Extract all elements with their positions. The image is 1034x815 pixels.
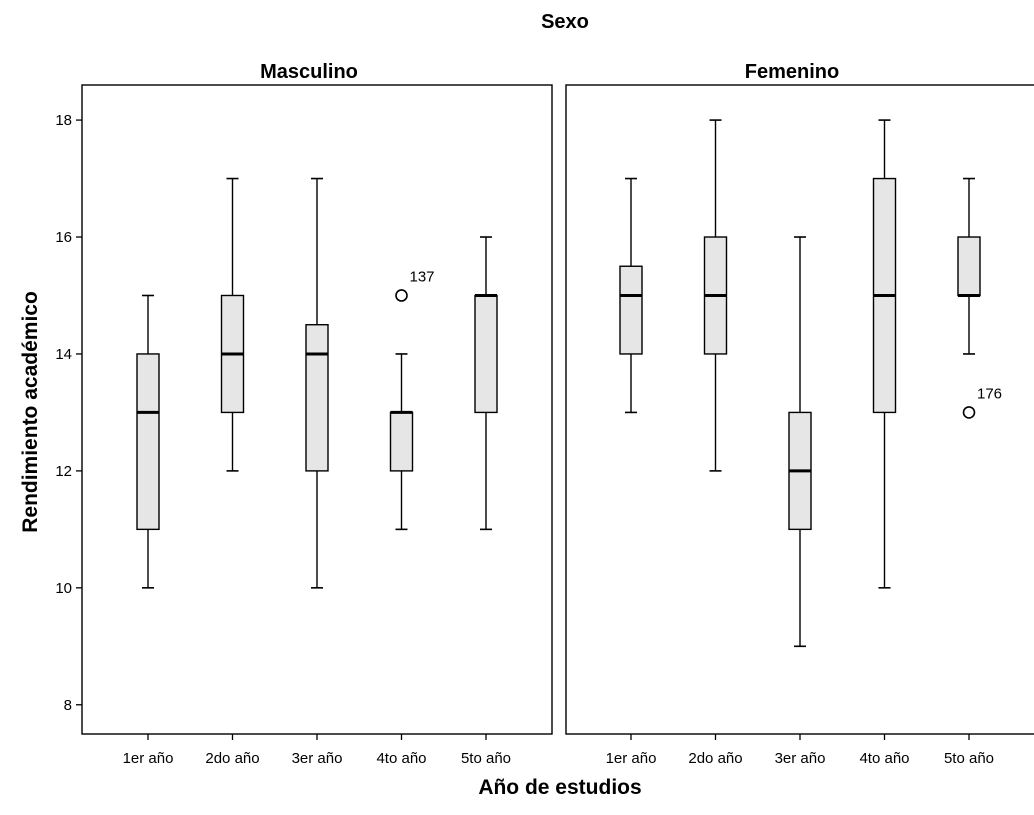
outlier-point — [395, 289, 408, 302]
x-tick-label: 3er año — [292, 750, 343, 767]
outlier-point — [962, 406, 976, 419]
y-tick-label: 10 — [55, 580, 72, 597]
box-2do-año — [220, 177, 245, 472]
iqr-box — [619, 265, 643, 355]
outlier-label: 137 — [410, 268, 435, 285]
plot-area: 8 10 12 14 16 18 Masculino 1er año 2do año 3er añ… — [55, 61, 1034, 767]
chart-title: Sexo — [541, 11, 589, 33]
x-tick-label: 2do año — [205, 750, 259, 767]
iqr-box — [957, 236, 981, 297]
box-2do-año — [703, 119, 728, 472]
box-5to-año — [474, 236, 498, 531]
box-4to-año — [389, 353, 414, 531]
x-tick-label: 4to año — [376, 750, 426, 767]
iqr-box — [389, 411, 414, 472]
panel-femenino: Femenino 1er año 2do año 3er año 4to año 5to … — [565, 61, 1034, 767]
panel-title: Masculino — [260, 61, 358, 83]
box-5to-año — [957, 177, 981, 355]
x-tick-label: 1er año — [606, 750, 657, 767]
y-tick-label: 12 — [55, 463, 72, 480]
x-tick-label: 2do año — [688, 750, 742, 767]
panel-title: Femenino — [745, 61, 839, 83]
outlier-label: 176 — [977, 385, 1002, 402]
iqr-box — [305, 324, 329, 472]
x-axis-label: Año de estudios — [478, 776, 641, 799]
y-tick-label: 14 — [55, 346, 72, 363]
x-tick-label: 5to año — [944, 750, 994, 767]
box-1er-año — [136, 294, 160, 589]
x-tick-label: 1er año — [123, 750, 174, 767]
y-tick-label: 8 — [64, 697, 72, 714]
x-tick-label: 5to año — [461, 750, 511, 767]
y-axis-label: Rendimiento académico — [19, 291, 42, 533]
panel-masculino: Masculino 1er año 2do año 3er año 4to año 5to… — [81, 61, 553, 767]
box-1er-año — [619, 177, 643, 414]
iqr-box — [136, 353, 160, 531]
x-tick-label: 4to año — [859, 750, 909, 767]
iqr-box — [474, 294, 498, 414]
box-3er-año — [788, 236, 812, 648]
y-tick-label: 18 — [55, 112, 72, 129]
y-tick-label: 16 — [55, 229, 72, 246]
x-tick-label: 3er año — [775, 750, 826, 767]
box-3er-año — [305, 177, 329, 589]
box-4to-año — [872, 119, 897, 589]
